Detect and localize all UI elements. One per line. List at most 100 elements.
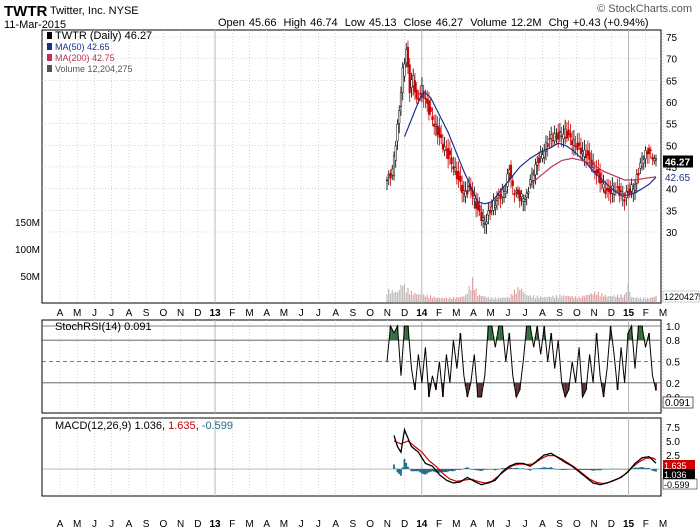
macd-histogram-bar: [414, 469, 416, 472]
legend-price: TWTR (Daily) 46.27: [55, 30, 152, 42]
x-tick-label-bottom: O: [573, 519, 581, 530]
volume-bar: [540, 296, 542, 302]
panel-frame: [41, 417, 662, 497]
volume-bar: [571, 295, 573, 302]
candle-body: [539, 152, 542, 158]
stoch-tag: 0.091: [665, 398, 690, 409]
ma50-price-tag: 42.65: [665, 173, 690, 184]
volume-bar: [465, 294, 467, 302]
candle-body: [586, 150, 589, 156]
macd-hist-tag-bg: [662, 478, 698, 490]
candle-body: [431, 116, 434, 121]
candle-body: [653, 158, 656, 162]
volume-bar: [637, 298, 640, 302]
macd-histogram-bar: [492, 469, 495, 470]
macd-histogram-bar: [513, 468, 516, 469]
volume-bar: [386, 294, 388, 302]
price-tick-label: 30: [666, 228, 678, 239]
macd-histogram-bar: [536, 468, 539, 469]
stoch-overbought-fill: [501, 326, 504, 341]
macd-histogram-bar: [606, 469, 608, 470]
stoch-overbought-fill: [641, 326, 643, 341]
candle-body: [468, 185, 471, 188]
macd-title-part: ,: [196, 420, 202, 432]
macd-histogram-bar: [457, 469, 460, 470]
candle-body: [630, 184, 633, 192]
stoch-oversold-fill: [566, 382, 568, 394]
x-tick-label-top: 15: [623, 308, 635, 319]
stoch-tick-label: 1.0: [666, 322, 680, 333]
stoch-tick-label: 0.2: [666, 379, 680, 390]
macd-histogram-bar: [609, 468, 612, 470]
macd-histogram-bar: [625, 469, 628, 470]
volume-bar: [451, 299, 453, 302]
volume-bar: [630, 297, 633, 302]
stoch-oversold-fill: [466, 382, 469, 397]
candle-body: [424, 97, 427, 100]
x-tick-label-top: O: [573, 308, 581, 319]
volume-bar: [440, 298, 442, 302]
volume-bar: [515, 293, 517, 302]
macd-histogram-bar: [415, 469, 418, 472]
volume-bar: [589, 294, 591, 302]
volume-bar: [648, 298, 650, 302]
volume-bar: [529, 294, 531, 302]
macd-histogram-bar: [421, 469, 423, 474]
macd-histogram-bar: [655, 469, 657, 472]
stoch-oversold-fill: [655, 382, 657, 391]
candle-body: [550, 134, 553, 139]
volume-bar: [531, 297, 533, 302]
macd-histogram-bar: [621, 469, 624, 470]
price-tick-label: 50: [666, 141, 678, 152]
volume-bar: [437, 297, 439, 302]
macd-histogram-bar: [557, 469, 560, 470]
volume-bar: [398, 289, 400, 302]
candle-body: [399, 91, 403, 107]
macd-histogram-bar: [529, 469, 532, 471]
x-tick-label-bottom: N: [177, 519, 184, 530]
volume-bar: [463, 296, 465, 302]
candle-body: [579, 147, 582, 154]
panel-frame: [41, 319, 662, 414]
macd-histogram-bar: [455, 469, 458, 470]
legend-ma50: MA(50) 42.65: [55, 42, 110, 52]
stoch-oversold-fill: [468, 382, 470, 390]
volume-bar: [594, 291, 596, 302]
candle-body: [398, 110, 401, 124]
macd-histogram-bar: [408, 469, 411, 470]
macd-histogram-bar: [517, 468, 519, 469]
macd-histogram-bar: [613, 468, 615, 470]
candle-body: [604, 189, 607, 194]
x-tick-label-bottom: A: [332, 519, 339, 530]
candle-body: [436, 125, 439, 136]
candle-body: [576, 142, 579, 151]
volume-bar: [575, 296, 577, 302]
x-tick-label-bottom: S: [143, 519, 150, 530]
candle-body: [502, 191, 506, 198]
candle-body: [572, 139, 575, 146]
macd-histogram-bar: [588, 469, 591, 470]
macd-histogram-bar: [595, 469, 598, 471]
volume-bar: [604, 294, 606, 302]
candle-body: [578, 142, 581, 147]
candle-body: [515, 190, 518, 193]
volume-bar: [517, 287, 519, 302]
macd-histogram-bar: [441, 469, 444, 473]
stoch-overbought-fill: [637, 326, 640, 341]
candle-body: [450, 157, 453, 164]
stoch-tick-label: 0.8: [666, 336, 680, 347]
volume-bar: [601, 293, 603, 302]
candle-body: [637, 172, 640, 176]
volume-bar: [639, 297, 641, 302]
candle-body: [522, 198, 525, 202]
x-tick-label-bottom: D: [194, 519, 201, 530]
candle-body: [560, 135, 563, 138]
last-price-tag: 46.27: [665, 157, 690, 168]
x-tick-label-bottom: D: [401, 519, 408, 530]
quote-date: 11-Mar-2015: [4, 19, 67, 31]
volume-bar: [655, 295, 657, 302]
volume-bar: [616, 294, 619, 302]
candle-body: [462, 190, 465, 194]
volume-bar: [496, 298, 498, 302]
x-tick-label-top: N: [177, 308, 184, 319]
